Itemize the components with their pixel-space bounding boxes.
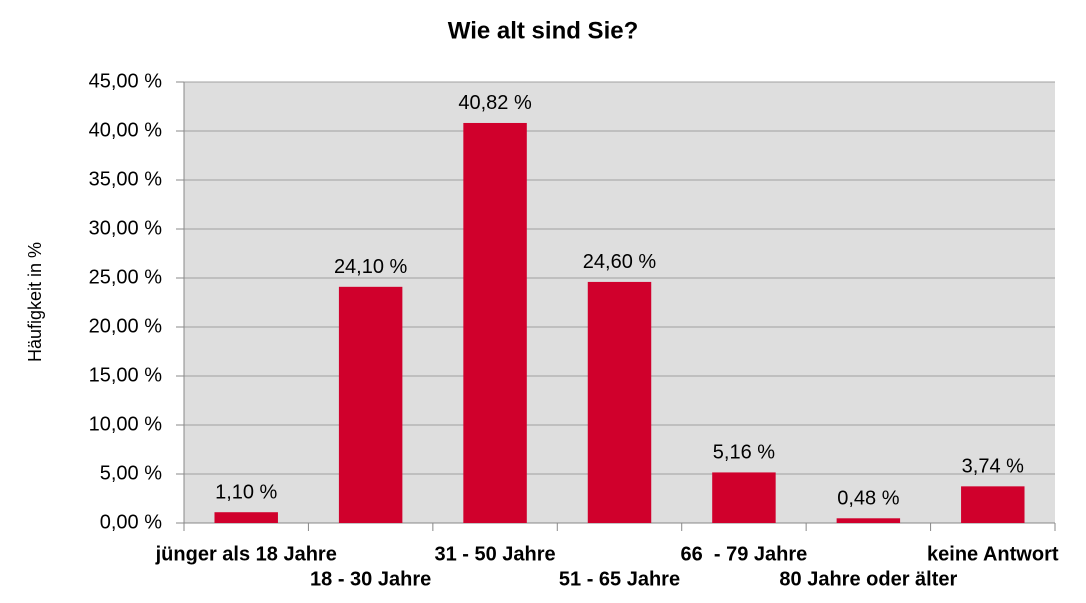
bar	[463, 122, 527, 524]
bar	[214, 512, 278, 523]
value-label: 40,82 %	[458, 92, 532, 114]
x-tick-label: 31 - 50 Jahre	[434, 543, 555, 565]
bar	[961, 486, 1025, 523]
value-label: 24,10 %	[334, 256, 408, 278]
y-tick-label: 30,00 %	[89, 217, 163, 239]
value-label: 1,10 %	[215, 482, 277, 504]
value-label: 0,48 %	[837, 488, 899, 510]
value-label: 5,16 %	[713, 442, 775, 464]
value-label: 24,60 %	[583, 251, 657, 273]
x-tick-label: 66 - 79 Jahre	[681, 543, 808, 565]
bar	[712, 472, 776, 523]
x-tick-label: keine Antwort	[927, 543, 1059, 565]
y-tick-label: 0,00 %	[100, 511, 162, 533]
value-label: 3,74 %	[962, 456, 1024, 478]
y-tick-label: 15,00 %	[89, 364, 163, 386]
bar	[338, 286, 403, 523]
bar	[587, 281, 652, 523]
x-tick-label: 80 Jahre oder älter	[779, 568, 957, 590]
y-tick-label: 5,00 %	[100, 462, 162, 484]
y-tick-label: 40,00 %	[89, 119, 163, 141]
x-tick-label: 51 - 65 Jahre	[559, 568, 680, 590]
y-tick-label: 20,00 %	[89, 315, 163, 337]
x-tick-label: jünger als 18 Jahre	[155, 543, 337, 565]
y-axis-label: Häufigkeit in %	[25, 242, 45, 362]
y-tick-label: 45,00 %	[89, 70, 163, 92]
y-tick-label: 35,00 %	[89, 168, 163, 190]
chart-title: Wie alt sind Sie?	[448, 17, 639, 44]
bar	[836, 518, 901, 523]
x-tick-label: 18 - 30 Jahre	[310, 568, 431, 590]
y-tick-label: 25,00 %	[89, 266, 163, 288]
y-tick-label: 10,00 %	[89, 413, 163, 435]
